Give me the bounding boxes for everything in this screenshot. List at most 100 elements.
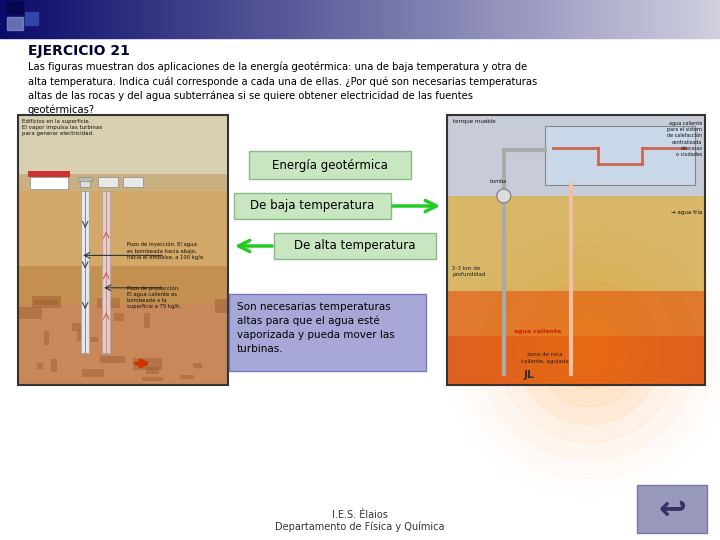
Bar	[142, 0, 144, 38]
Bar	[427, 0, 430, 38]
FancyBboxPatch shape	[274, 233, 436, 259]
Bar	[166, 0, 168, 38]
Bar	[643, 0, 646, 38]
Bar	[257, 0, 259, 38]
Text: Departamento de Física y Química: Departamento de Física y Química	[275, 522, 445, 532]
Bar	[225, 0, 228, 38]
Bar	[18, 326, 228, 385]
Bar	[113, 0, 115, 38]
Bar	[562, 0, 564, 38]
Bar	[482, 0, 485, 38]
Bar	[108, 0, 110, 38]
Bar	[351, 0, 353, 38]
Bar	[18, 266, 228, 326]
Bar	[319, 0, 322, 38]
Bar	[456, 0, 459, 38]
Bar	[295, 0, 297, 38]
Bar	[101, 0, 103, 38]
Bar	[240, 0, 243, 38]
Bar	[384, 0, 387, 38]
Bar	[34, 0, 36, 38]
Bar	[197, 0, 199, 38]
Bar	[18, 304, 228, 385]
Bar	[686, 0, 689, 38]
Bar	[182, 0, 185, 38]
Bar	[99, 356, 125, 363]
Bar	[78, 177, 92, 180]
Bar	[581, 0, 583, 38]
Bar	[372, 0, 374, 38]
Bar	[228, 0, 230, 38]
Bar	[58, 0, 60, 38]
Bar	[233, 0, 235, 38]
Bar	[185, 0, 187, 38]
Bar	[691, 0, 693, 38]
Bar	[588, 0, 590, 38]
Text: JL: JL	[524, 369, 535, 380]
Bar	[358, 0, 360, 38]
Bar	[413, 0, 415, 38]
Bar	[451, 0, 454, 38]
Bar	[490, 0, 492, 38]
Bar	[447, 115, 705, 385]
Bar	[684, 0, 686, 38]
Bar	[338, 0, 341, 38]
Bar	[288, 0, 290, 38]
Text: ↩: ↩	[658, 492, 686, 525]
Bar	[168, 0, 171, 38]
Bar	[322, 0, 324, 38]
Text: 2-3 km de
profundidad: 2-3 km de profundidad	[452, 266, 486, 277]
Bar	[513, 0, 516, 38]
Bar	[218, 0, 221, 38]
Bar	[274, 0, 276, 38]
Bar	[209, 0, 211, 38]
Bar	[96, 298, 120, 308]
Bar	[600, 0, 603, 38]
Bar	[14, 0, 17, 38]
Bar	[81, 191, 89, 353]
Bar	[549, 0, 552, 38]
Text: De baja temperatura: De baja temperatura	[251, 199, 374, 213]
Bar	[336, 0, 338, 38]
Bar	[487, 0, 490, 38]
Bar	[353, 0, 355, 38]
Bar	[554, 0, 557, 38]
Bar	[447, 345, 705, 385]
Bar	[7, 17, 23, 30]
Text: zona de roca
caliente, agujada: zona de roca caliente, agujada	[521, 353, 569, 363]
Text: agua caliente: agua caliente	[513, 328, 561, 334]
Bar	[193, 363, 202, 368]
Bar	[698, 0, 701, 38]
Bar	[583, 0, 585, 38]
Bar	[250, 0, 252, 38]
Bar	[2, 0, 5, 38]
Bar	[7, 0, 9, 38]
Bar	[619, 0, 621, 38]
Bar	[187, 0, 189, 38]
FancyBboxPatch shape	[234, 193, 391, 219]
Bar	[82, 369, 104, 377]
Bar	[675, 0, 677, 38]
Bar	[53, 0, 55, 38]
Bar	[98, 177, 118, 187]
Bar	[70, 0, 72, 38]
Bar	[516, 0, 518, 38]
Bar	[31, 0, 34, 38]
Bar	[502, 0, 504, 38]
Bar	[132, 358, 162, 370]
Bar	[139, 0, 142, 38]
Bar	[679, 0, 682, 38]
Bar	[259, 0, 261, 38]
Bar	[631, 0, 634, 38]
Bar	[204, 0, 207, 38]
Bar	[693, 0, 696, 38]
Bar	[153, 0, 156, 38]
Bar	[214, 0, 216, 38]
Bar	[307, 0, 310, 38]
Bar	[331, 0, 333, 38]
Text: → agua fría: → agua fría	[670, 210, 702, 215]
Bar	[28, 171, 70, 177]
Bar	[535, 0, 538, 38]
Bar	[22, 0, 24, 38]
Text: Pozo de producción.
El agua caliente es
bombeada a la
superficie a 75 kg/h.: Pozo de producción. El agua caliente es …	[127, 285, 181, 309]
